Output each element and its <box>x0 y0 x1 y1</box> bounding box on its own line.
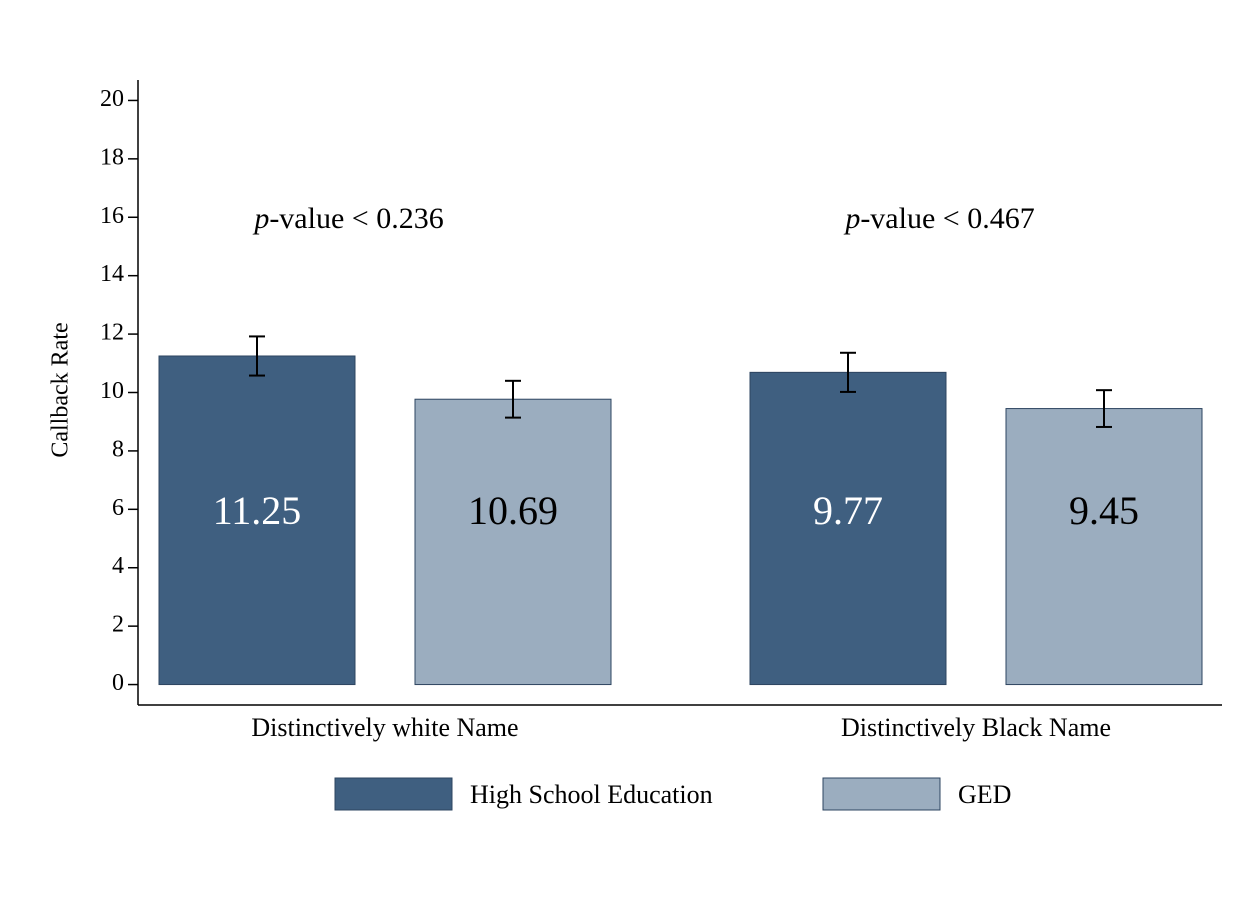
error-bar <box>1096 389 1112 428</box>
bar-label: 11.25 <box>213 488 302 533</box>
y-tick-label: 0 <box>112 670 124 696</box>
y-tick-label: 18 <box>100 144 124 170</box>
annotation-text: -value < 0.467 <box>860 202 1034 235</box>
annotation-italic: p <box>843 202 860 235</box>
y-axis-label: Callback Rate <box>48 322 74 457</box>
bar-label: 9.77 <box>813 488 883 533</box>
y-tick-label: 6 <box>112 495 124 521</box>
error-bar <box>505 379 521 419</box>
annotation-italic: p <box>252 202 269 235</box>
bar <box>1005 408 1203 686</box>
bar <box>414 398 612 686</box>
bar-label: 10.69 <box>468 488 558 533</box>
y-tick-label: 2 <box>112 612 124 638</box>
y-tick-label: 10 <box>100 378 124 404</box>
error-bar <box>840 351 856 393</box>
legend-label: High School Education <box>470 780 713 809</box>
legend-swatch <box>334 777 453 811</box>
y-tick-label: 20 <box>100 86 124 112</box>
annotation-text: -value < 0.236 <box>269 202 443 235</box>
legend-swatch <box>822 777 941 811</box>
annotation: p-value < 0.467 <box>843 202 1034 235</box>
y-tick-label: 8 <box>112 436 124 462</box>
bar <box>749 371 947 686</box>
y-tick-label: 12 <box>100 320 124 346</box>
y-tick-label: 4 <box>112 553 124 579</box>
annotation: p-value < 0.236 <box>252 202 443 235</box>
y-tick-label: 14 <box>100 261 124 287</box>
x-tick-label: Distinctively white Name <box>251 713 518 742</box>
x-tick-label: Distinctively Black Name <box>841 713 1111 742</box>
bar-label: 9.45 <box>1069 488 1139 533</box>
legend-label: GED <box>958 780 1011 809</box>
error-bar <box>249 335 265 377</box>
bar <box>158 355 356 686</box>
y-tick-label: 16 <box>100 203 124 229</box>
